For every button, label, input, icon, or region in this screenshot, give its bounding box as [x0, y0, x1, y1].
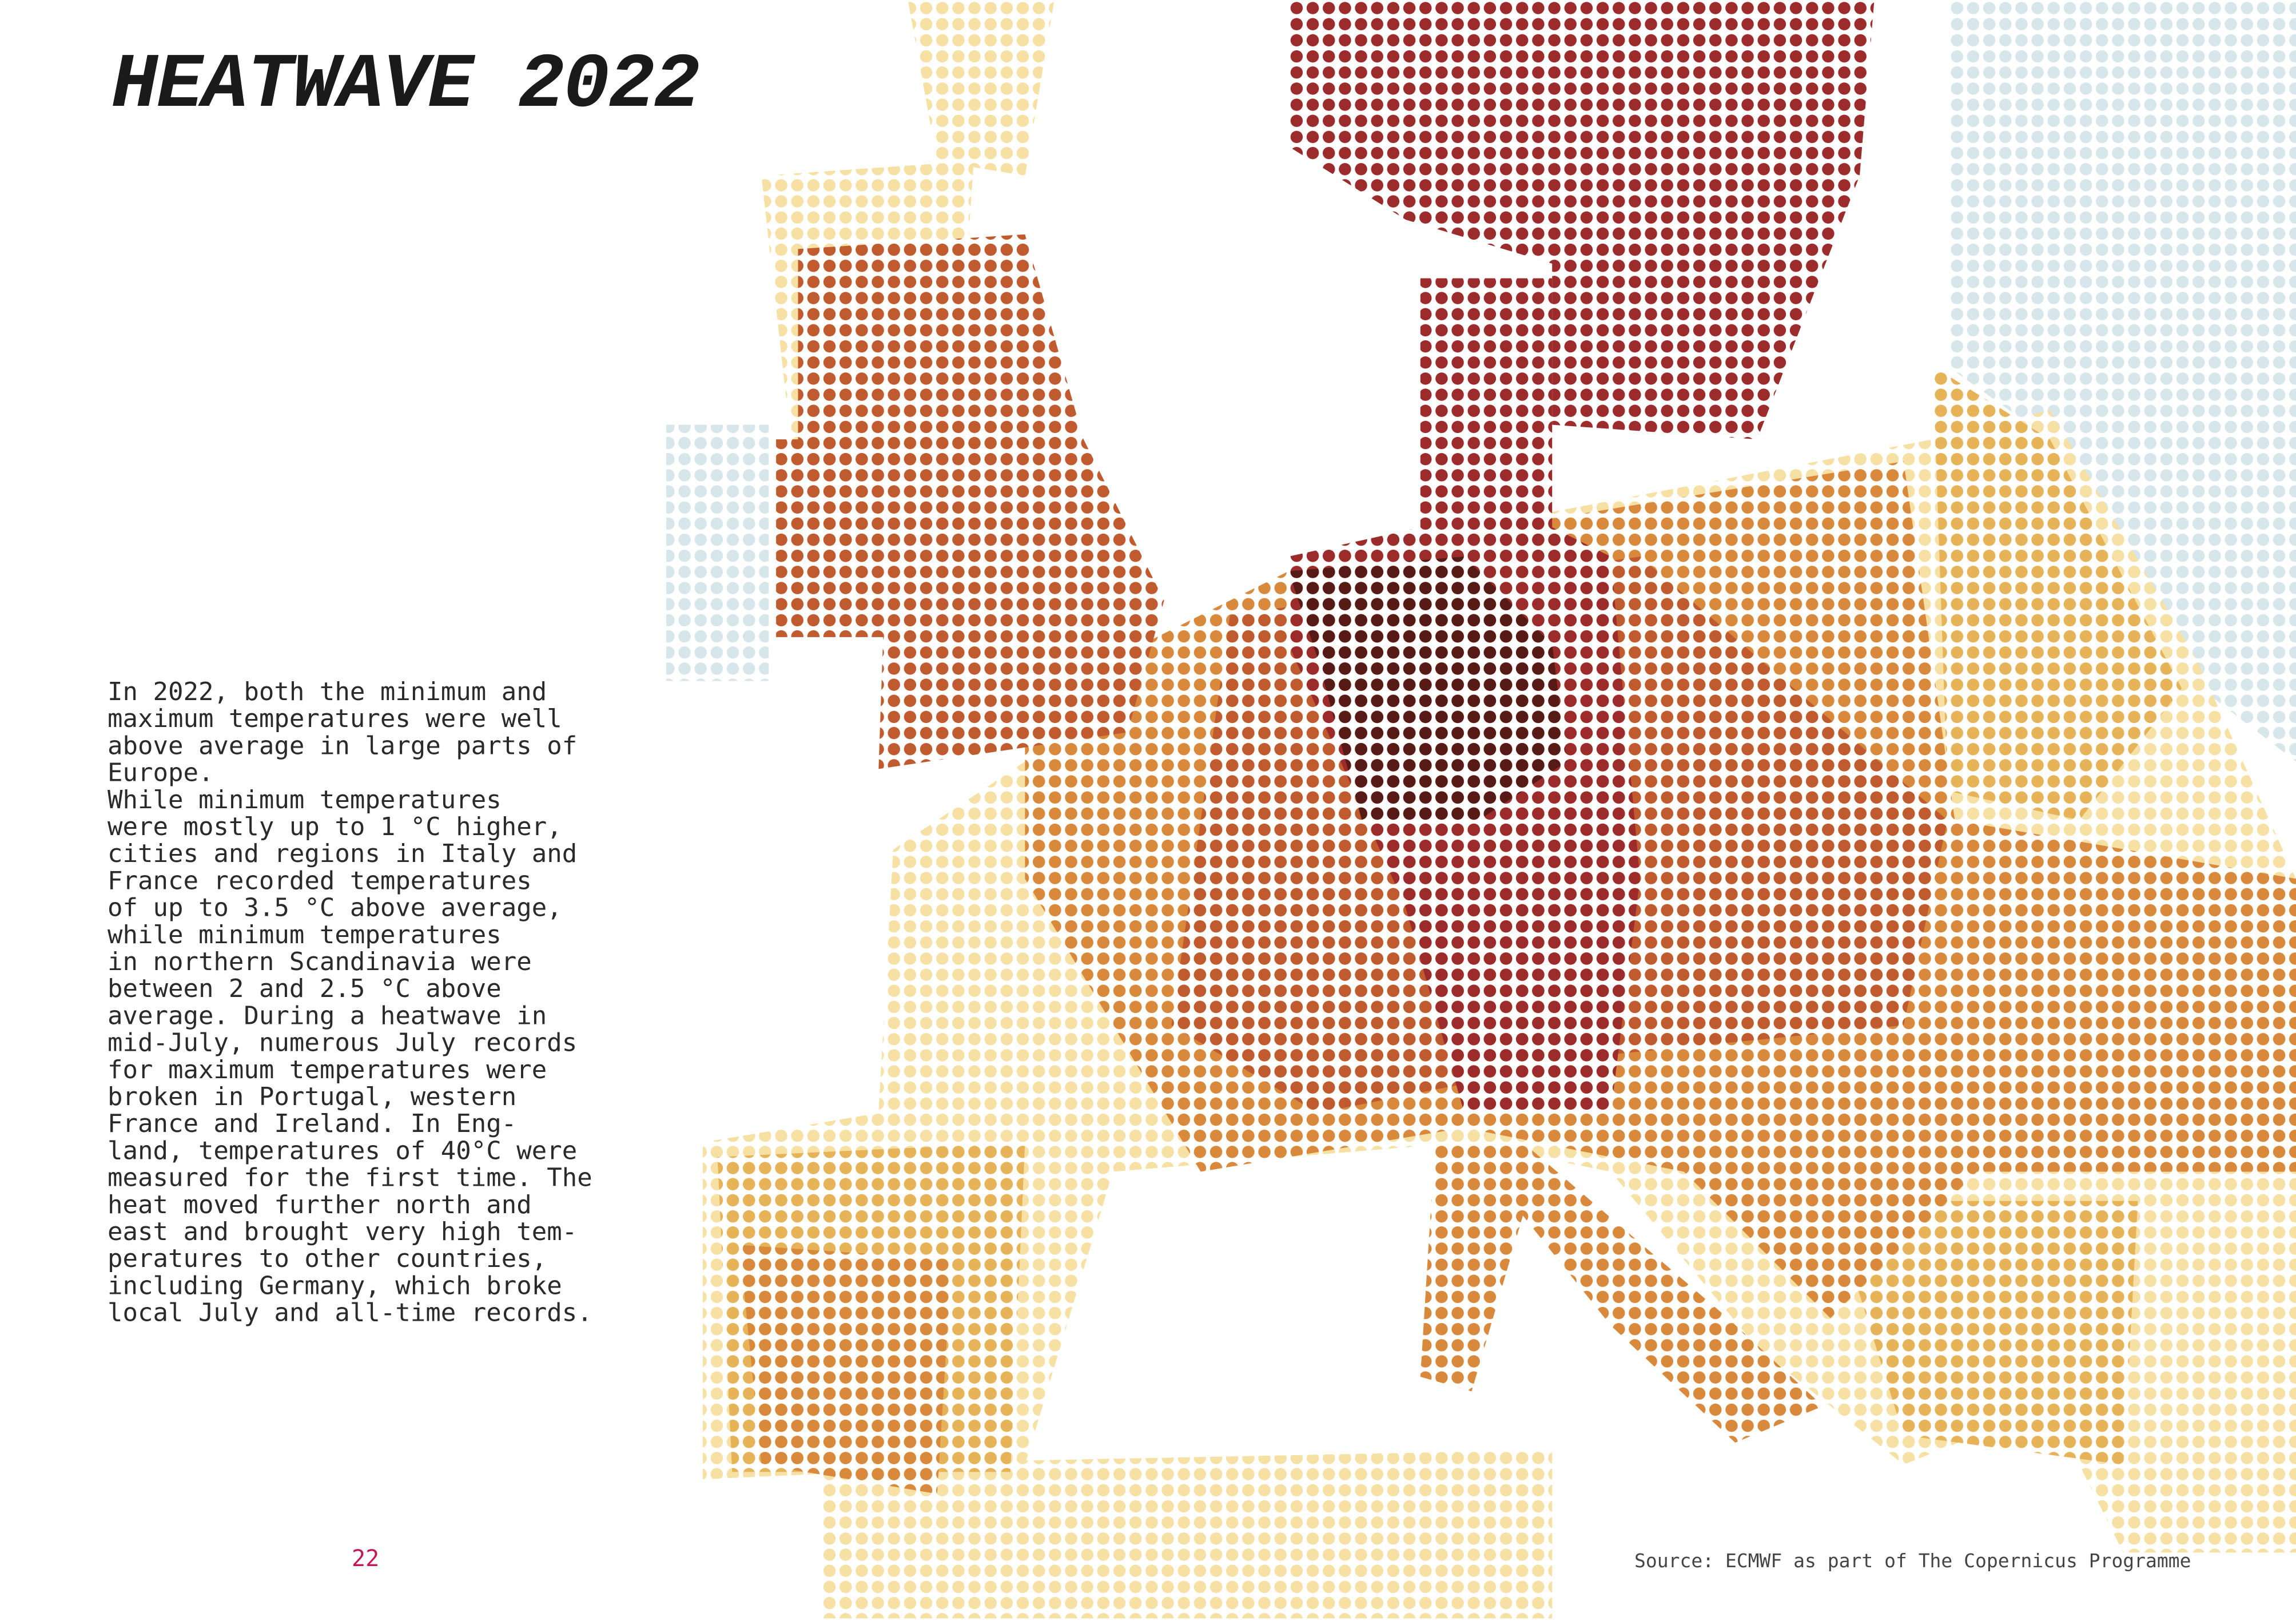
cool-region — [666, 424, 769, 681]
body-line: maximum temperatures were well — [108, 704, 562, 733]
very-hot-region — [798, 234, 1164, 769]
peak-region — [1288, 557, 1567, 820]
body-line: land, temperatures of 40°C were — [108, 1136, 577, 1165]
mild-region — [908, 0, 1055, 176]
hot-region — [1420, 1142, 1823, 1443]
body-line: east and brought very high tem- — [108, 1217, 577, 1246]
dot-map — [666, 0, 2296, 1619]
body-line: cities and regions in Italy and — [108, 839, 577, 868]
body-line: while minimum temperatures — [108, 920, 502, 949]
body-line: in northern Scandinavia were — [108, 947, 532, 976]
body-line: were mostly up to 1 °C higher, — [108, 812, 562, 841]
body-line: mid-July, numerous July records — [108, 1028, 577, 1058]
page-title: HEATWAVE 2022 — [112, 42, 699, 129]
very-hot-region — [776, 439, 886, 637]
mild-region — [819, 1449, 1553, 1619]
warm-region — [1932, 366, 2182, 820]
warm-region — [1830, 1201, 2138, 1465]
body-line: local July and all-time records. — [108, 1298, 592, 1328]
body-line: between 2 and 2.5 °C above — [108, 974, 502, 1003]
body-line: including Germany, which broke — [108, 1271, 562, 1300]
extreme-region — [1288, 0, 1875, 440]
source-note: Source: ECMWF as part of The Copernicus … — [1634, 1550, 2191, 1572]
body-line: above average in large parts of — [108, 731, 577, 760]
body-line: measured for the first time. The — [108, 1163, 592, 1193]
body-line: France recorded temperatures — [108, 866, 532, 895]
body-line: broken in Portugal, western — [108, 1082, 516, 1111]
body-line: average. During a heatwave in — [108, 1001, 547, 1030]
cool-region — [1947, 0, 2296, 762]
body-line: peratures to other countries, — [108, 1244, 547, 1273]
body-line: In 2022, both the minimum and — [108, 677, 547, 706]
page-number: 22 — [352, 1545, 379, 1572]
body-line: for maximum temperatures were — [108, 1055, 547, 1084]
body-line: France and Ireland. In Eng- — [108, 1109, 516, 1138]
hot-region — [739, 1245, 952, 1494]
body-line: heat moved further north and — [108, 1190, 532, 1219]
body-line: While minimum temperatures — [108, 785, 502, 815]
body-line: of up to 3.5 °C above average, — [108, 893, 562, 923]
body-line: Europe. — [108, 758, 213, 788]
